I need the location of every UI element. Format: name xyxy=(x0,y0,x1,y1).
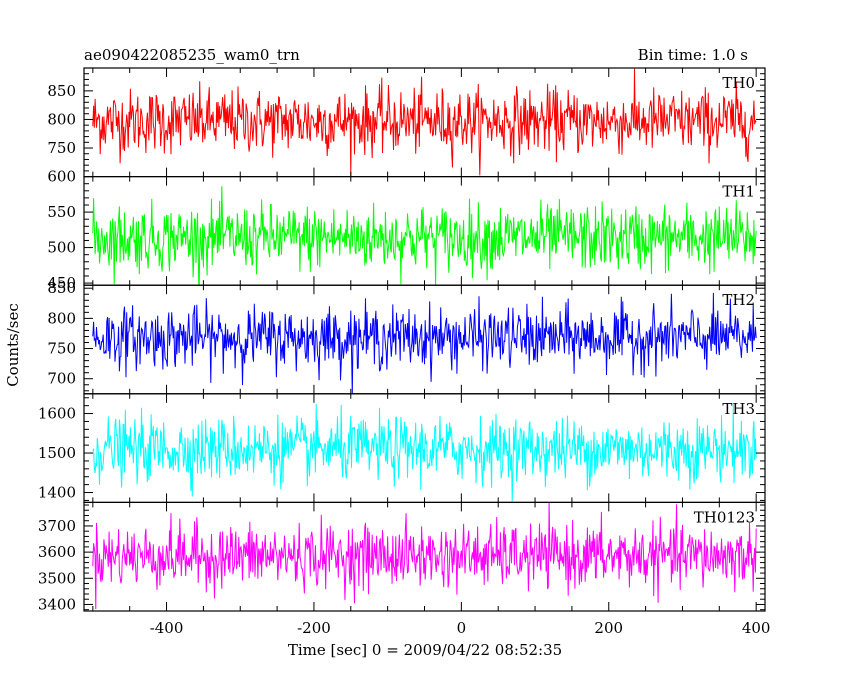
bin-time-label: Bin time: 1.0 s xyxy=(638,46,748,64)
panel-th2: 700 750 800 850 TH2 xyxy=(47,279,766,395)
x-axis: -400 -200 0 200 400 xyxy=(150,619,771,637)
panel-th0123: 3400 3500 3600 3700 TH0123 xyxy=(38,501,766,613)
y-tick-label: 1600 xyxy=(38,405,76,423)
x-tick-label: 400 xyxy=(742,619,771,637)
series-line-th2 xyxy=(92,292,757,394)
panel-label-th0: TH0 xyxy=(722,74,755,92)
panel-label-th2: TH2 xyxy=(722,291,755,309)
series-line-th0 xyxy=(92,68,757,177)
x-tick-label: -200 xyxy=(297,619,331,637)
figure-title: ae090422085235_wam0_trn xyxy=(84,46,300,64)
y-tick-label: 800 xyxy=(47,309,76,327)
y-tick-label: 750 xyxy=(47,340,76,358)
x-axis-label: Time [sec] 0 = 2009/04/22 08:52:35 xyxy=(288,641,562,659)
y-tick-label: 700 xyxy=(47,370,76,388)
y-tick-label: 850 xyxy=(47,279,76,297)
series-line-th1 xyxy=(92,186,757,286)
y-tick-label: 500 xyxy=(47,239,76,257)
panel-th3: 1400 1500 1600 TH3 xyxy=(38,393,766,503)
y-tick-label: 850 xyxy=(47,82,76,100)
x-tick-label: 200 xyxy=(594,619,623,637)
x-tick-label: -400 xyxy=(150,619,184,637)
y-tick-label: 3500 xyxy=(38,569,76,587)
y-tick-label: 750 xyxy=(47,139,76,157)
x-tick-label: 0 xyxy=(457,619,467,637)
panels-group: 750 800 850 TH0 450 500 550 600 TH1 700 750 800 850 T… xyxy=(38,67,766,613)
y-tick-label: 550 xyxy=(47,203,76,221)
series-line-th0123 xyxy=(92,502,757,610)
panel-th1: 450 500 550 600 TH1 xyxy=(47,168,766,292)
y-tick-label: 600 xyxy=(47,168,76,186)
panel-label-th1: TH1 xyxy=(722,183,755,201)
panel-label-th3: TH3 xyxy=(722,400,755,418)
y-tick-label: 800 xyxy=(47,110,76,128)
y-tick-label: 1400 xyxy=(38,484,76,502)
y-tick-label: 3700 xyxy=(38,517,76,535)
panel-th0: 750 800 850 TH0 xyxy=(47,67,766,178)
y-tick-label: 450 xyxy=(47,274,76,292)
series-line-th3 xyxy=(92,403,757,502)
panel-label-th0123: TH0123 xyxy=(694,508,755,526)
y-axis-label: Counts/sec xyxy=(4,303,22,387)
y-tick-label: 1500 xyxy=(38,444,76,462)
y-tick-label: 3600 xyxy=(38,543,76,561)
y-tick-label: 3400 xyxy=(38,595,76,613)
